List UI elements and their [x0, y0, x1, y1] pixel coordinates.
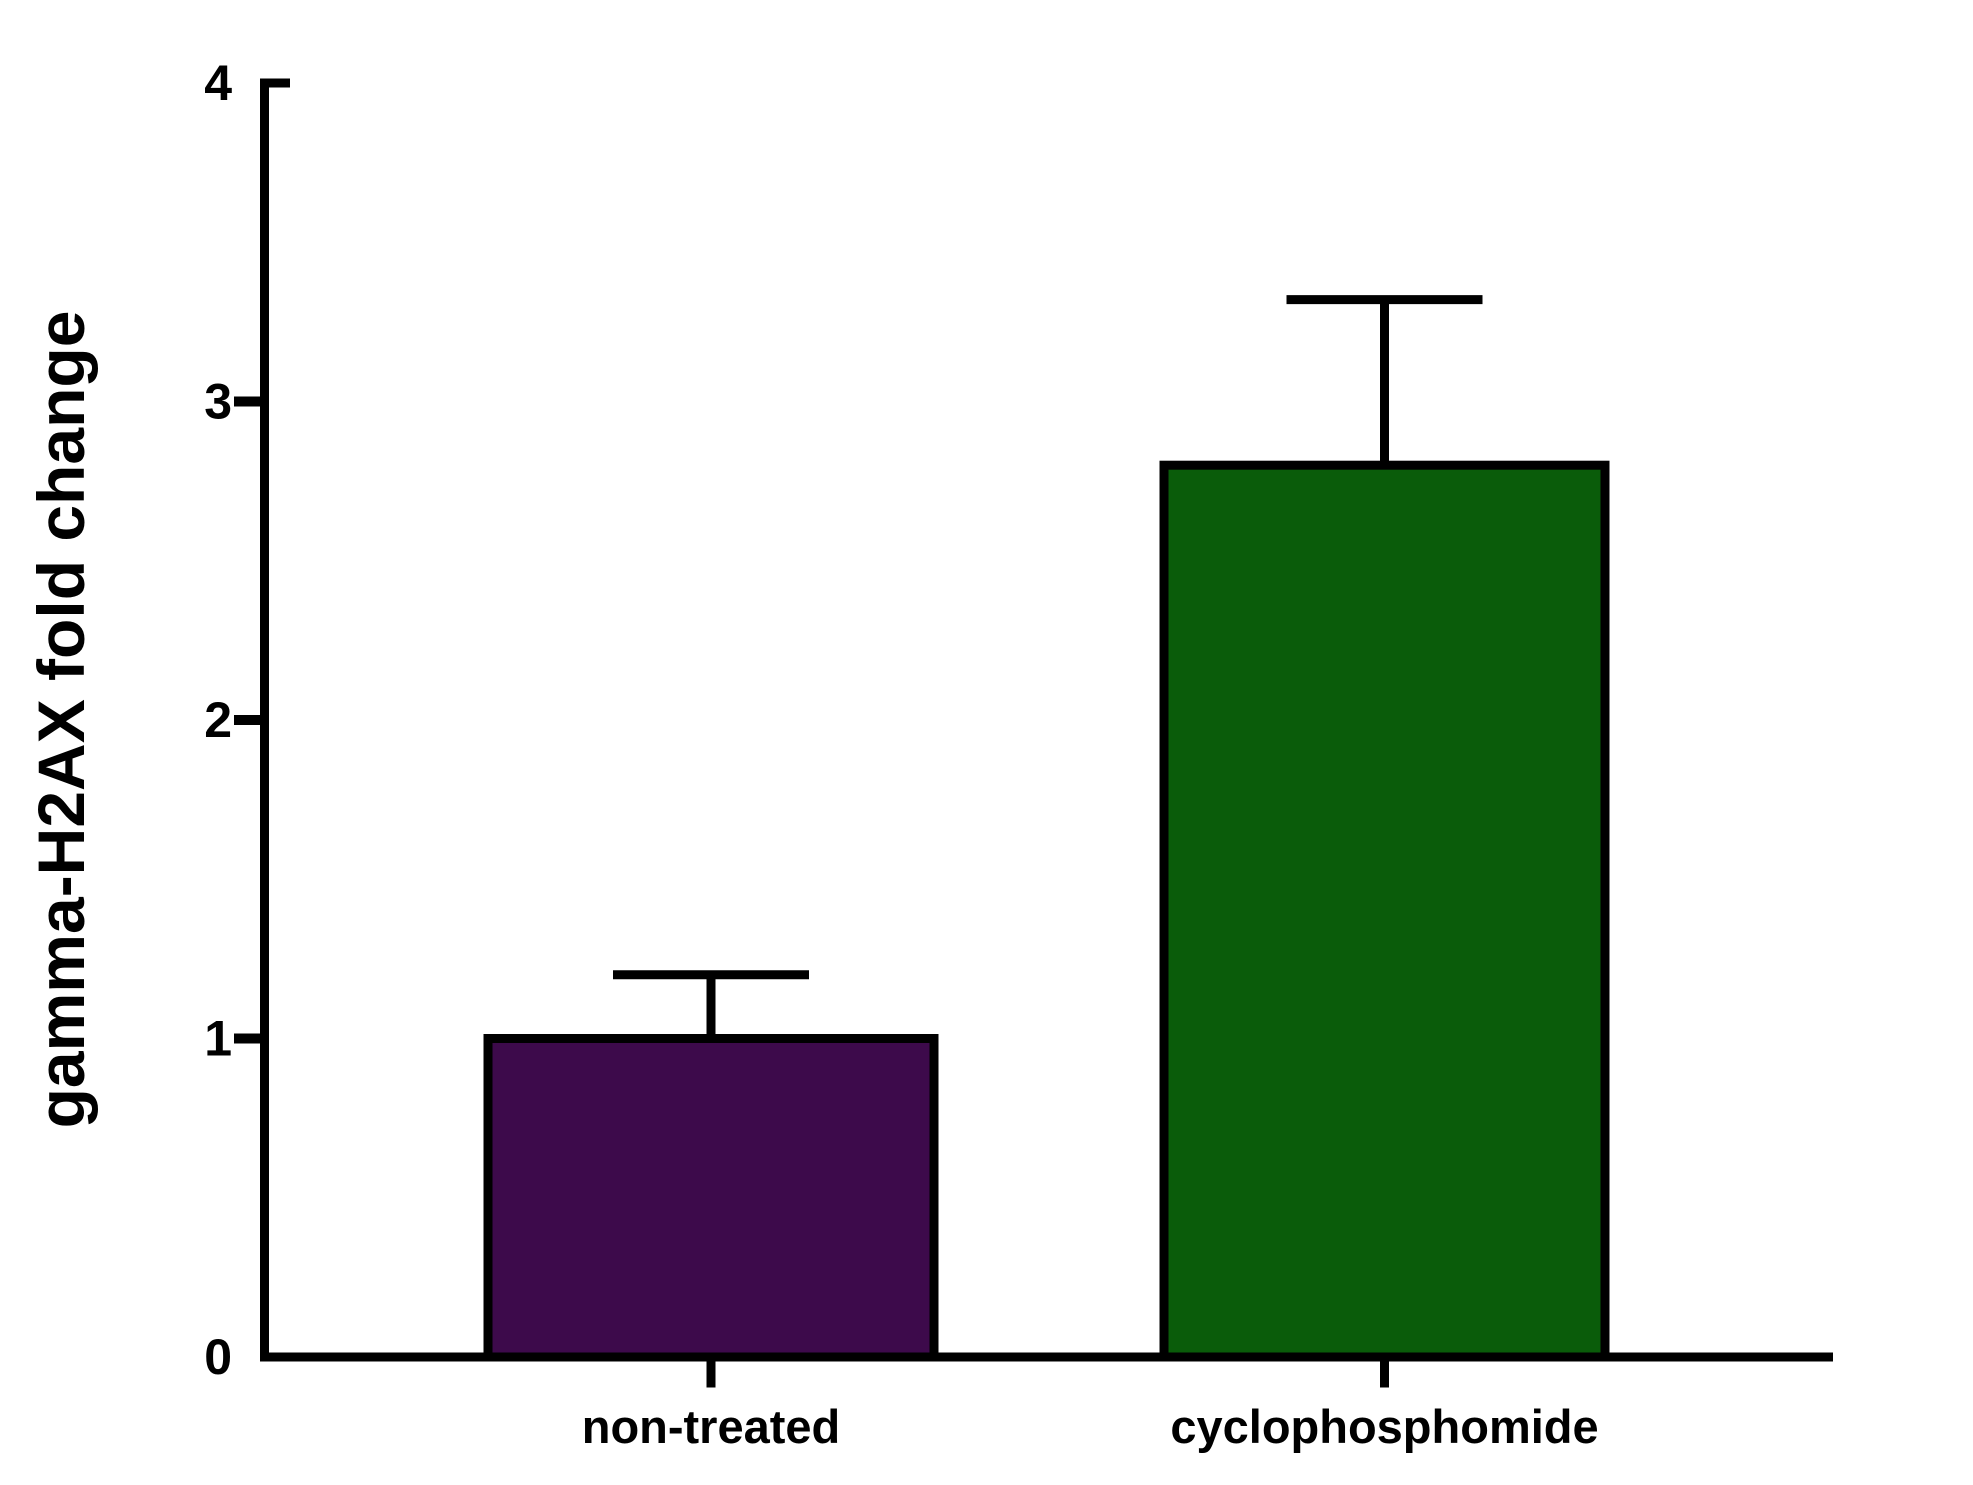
svg-text:4: 4 [204, 55, 232, 111]
svg-text:2: 2 [204, 692, 232, 748]
svg-text:0: 0 [204, 1329, 232, 1385]
svg-text:1: 1 [204, 1011, 232, 1067]
svg-text:non-treated: non-treated [582, 1400, 841, 1453]
svg-text:gamma-H2AX fold change: gamma-H2AX fold change [24, 311, 98, 1129]
svg-text:3: 3 [204, 374, 232, 430]
svg-text:cyclophosphomide: cyclophosphomide [1170, 1400, 1598, 1453]
